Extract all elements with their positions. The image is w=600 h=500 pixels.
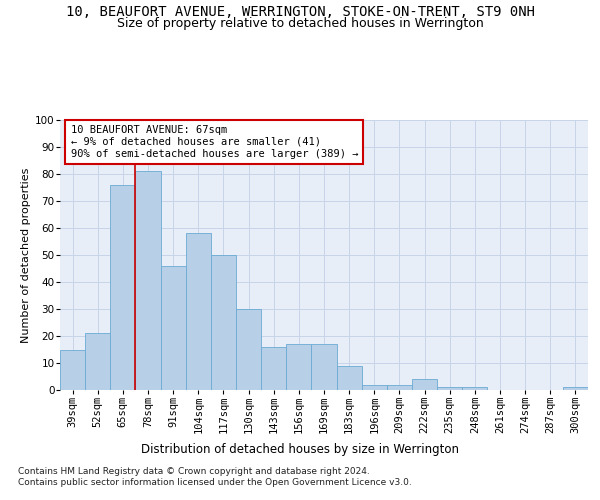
Y-axis label: Number of detached properties: Number of detached properties [20, 168, 31, 342]
Bar [85, 334, 110, 390]
Bar [261, 347, 286, 390]
Bar [563, 388, 588, 390]
Bar [211, 255, 236, 390]
Bar [311, 344, 337, 390]
Text: Size of property relative to detached houses in Werrington: Size of property relative to detached ho… [116, 18, 484, 30]
Bar [337, 366, 362, 390]
Bar [110, 185, 136, 390]
Bar [412, 379, 437, 390]
Text: Distribution of detached houses by size in Werrington: Distribution of detached houses by size … [141, 442, 459, 456]
Text: Contains HM Land Registry data © Crown copyright and database right 2024.
Contai: Contains HM Land Registry data © Crown c… [18, 468, 412, 487]
Bar [462, 388, 487, 390]
Bar [286, 344, 311, 390]
Bar [236, 309, 261, 390]
Bar [161, 266, 186, 390]
Bar [186, 234, 211, 390]
Bar [136, 172, 161, 390]
Text: 10, BEAUFORT AVENUE, WERRINGTON, STOKE-ON-TRENT, ST9 0NH: 10, BEAUFORT AVENUE, WERRINGTON, STOKE-O… [65, 5, 535, 19]
Bar [362, 384, 387, 390]
Bar [437, 388, 462, 390]
Bar [60, 350, 85, 390]
Bar [387, 384, 412, 390]
Text: 10 BEAUFORT AVENUE: 67sqm
← 9% of detached houses are smaller (41)
90% of semi-d: 10 BEAUFORT AVENUE: 67sqm ← 9% of detach… [71, 126, 358, 158]
